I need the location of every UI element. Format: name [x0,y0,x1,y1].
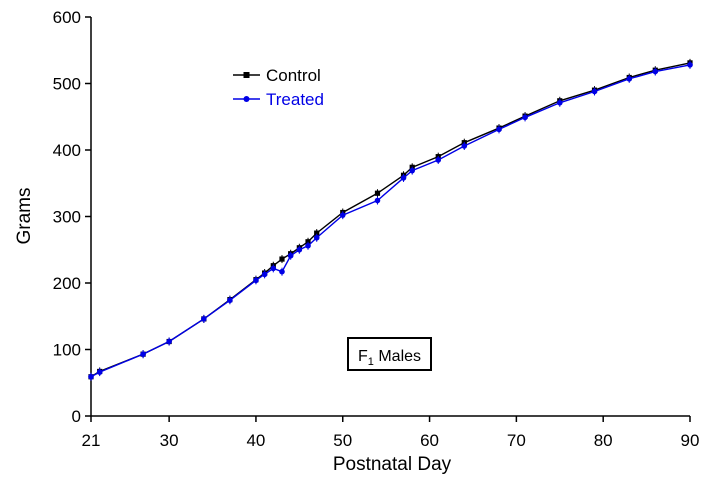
legend-label-control: Control [266,66,321,85]
legend: Control Treated [233,66,324,109]
annotation-border [347,337,432,371]
data-point-treated [461,143,468,149]
x-tick-label: 50 [333,431,352,450]
x-tick-label: 21 [82,431,101,450]
y-tick-label: 400 [53,141,81,160]
data-point-treated [296,246,303,253]
legend-label-treated: Treated [266,90,324,109]
data-point-treated [556,99,563,106]
data-point-treated [201,316,207,322]
series-line-treated [90,64,691,378]
legend-item-control: Control [233,66,321,85]
y-tick-label: 0 [72,407,81,426]
series-control [88,58,693,381]
y-axis-label: Grams [14,188,35,245]
annotation-main: F [358,348,368,365]
series-line-control [90,62,691,378]
data-point-treated [305,242,311,249]
data-point-treated [88,373,94,380]
data-point-treated [374,197,381,204]
data-point-treated [409,167,416,174]
data-point-treated [261,271,268,278]
data-point-treated [270,265,277,272]
data-point-treated [496,126,502,133]
x-tick-label: 30 [160,431,179,450]
data-point-treated [626,76,633,82]
data-point-control [279,256,285,262]
data-point-treated [253,277,259,284]
data-point-treated [435,157,442,163]
data-point-treated [591,88,598,95]
y-tick-label: 600 [53,8,81,27]
x-tick-label: 80 [594,431,613,450]
data-point-treated [96,369,103,375]
data-point-treated [287,252,294,259]
y-tick-label: 100 [53,341,81,360]
axes: 0 100 200 300 400 500 600 21 30 40 50 60 70 80 90 [53,8,700,450]
data-point-treated [279,268,285,275]
annotation-rest: Males [374,348,421,365]
data-point-control [314,230,320,236]
x-ticks: 21 30 40 50 60 70 80 90 [82,416,700,450]
data-point-treated [652,68,659,75]
data-point-treated [339,212,346,218]
x-axis-label: Postnatal Day [333,454,452,475]
annotation-box: F1 Males [347,337,432,371]
data-point-treated [313,234,320,241]
x-tick-label: 40 [246,431,265,450]
data-point-treated [522,114,528,121]
series-layer [88,58,693,381]
annotation-text: F1 Males [358,348,421,368]
legend-item-treated: Treated [233,90,324,109]
x-tick-label: 60 [420,431,439,450]
y-tick-label: 200 [53,274,81,293]
data-point-treated [687,62,693,68]
x-tick-label: 90 [681,431,700,450]
y-ticks: 0 100 200 300 400 500 600 [53,8,91,426]
annotation-subscript: 1 [368,356,374,368]
data-point-treated [400,175,407,181]
data-point-treated [166,338,172,345]
legend-marker-treated [243,96,250,102]
x-tick-label: 70 [507,431,526,450]
y-tick-label: 500 [53,75,81,94]
legend-marker-control [243,72,250,78]
data-point-control [374,190,381,196]
data-point-treated [227,297,233,304]
y-tick-label: 300 [53,208,81,227]
data-point-treated [140,351,146,357]
series-treated [88,60,693,381]
